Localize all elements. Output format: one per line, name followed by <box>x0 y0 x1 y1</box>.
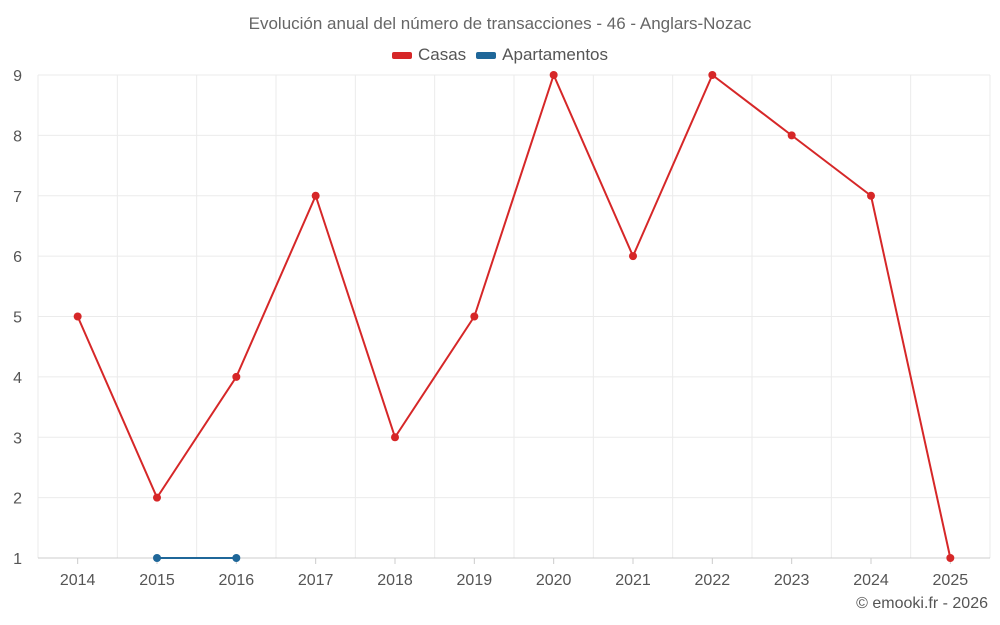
legend-label-casas: Casas <box>417 45 467 64</box>
y-tick-label: 2 <box>13 491 22 508</box>
data-point-casas <box>311 191 320 200</box>
y-tick-label: 1 <box>13 551 22 568</box>
x-tick-label: 2017 <box>298 572 334 589</box>
data-point-casas <box>549 71 558 79</box>
legend: Casas Apartamentos <box>0 45 1000 65</box>
legend-swatch-casas <box>391 51 412 59</box>
y-tick-label: 6 <box>13 249 22 266</box>
data-point-casas <box>787 131 796 140</box>
x-tick-label: 2018 <box>377 572 413 589</box>
y-tick-label: 9 <box>13 68 22 85</box>
chart-title: Evolución anual del número de transaccio… <box>248 14 752 33</box>
x-tick-label: 2023 <box>774 572 810 589</box>
x-tick-label: 2024 <box>853 572 889 589</box>
series-line-casas <box>76 74 952 559</box>
x-tick-label: 2020 <box>536 572 572 589</box>
y-tick-label: 8 <box>13 128 22 145</box>
legend-item-apartamentos[interactable]: Apartamentos <box>476 45 608 65</box>
x-tick-label: 2021 <box>615 572 651 589</box>
data-point-apartamentos <box>153 554 161 562</box>
y-tick-label: 5 <box>13 310 22 327</box>
legend-item-casas[interactable]: Casas <box>391 45 467 65</box>
data-point-casas <box>391 433 399 442</box>
series <box>73 71 955 562</box>
footer-credit: © emooki.fr - 2026 <box>856 595 988 612</box>
x-tick-label: 2015 <box>139 572 175 589</box>
x-tick-label: 2022 <box>695 572 731 589</box>
data-point-casas <box>73 312 82 321</box>
x-tick-label: 2016 <box>219 572 255 589</box>
legend-swatch-apartamentos <box>476 51 497 59</box>
y-tick-label: 7 <box>13 189 22 206</box>
data-point-apartamentos <box>232 554 241 562</box>
legend-label-apartamentos: Apartamentos <box>502 45 609 64</box>
data-point-casas <box>867 191 875 200</box>
grid <box>37 74 991 559</box>
x-tick-label: 2019 <box>457 572 493 589</box>
data-point-casas <box>470 312 479 321</box>
axes: 1 2 3 4 5 6 7 8 9 2014 2015 2016 2017 2018 2019 2020 202… <box>13 68 990 589</box>
y-tick-label: 4 <box>13 370 22 387</box>
x-tick-label: 2014 <box>60 572 96 589</box>
data-point-casas <box>629 252 637 261</box>
x-tick-label: 2025 <box>933 572 969 589</box>
y-tick-label: 3 <box>13 430 22 447</box>
data-point-casas <box>708 71 717 79</box>
data-point-casas <box>232 372 241 381</box>
data-point-casas <box>153 493 161 502</box>
data-point-casas <box>946 554 955 562</box>
